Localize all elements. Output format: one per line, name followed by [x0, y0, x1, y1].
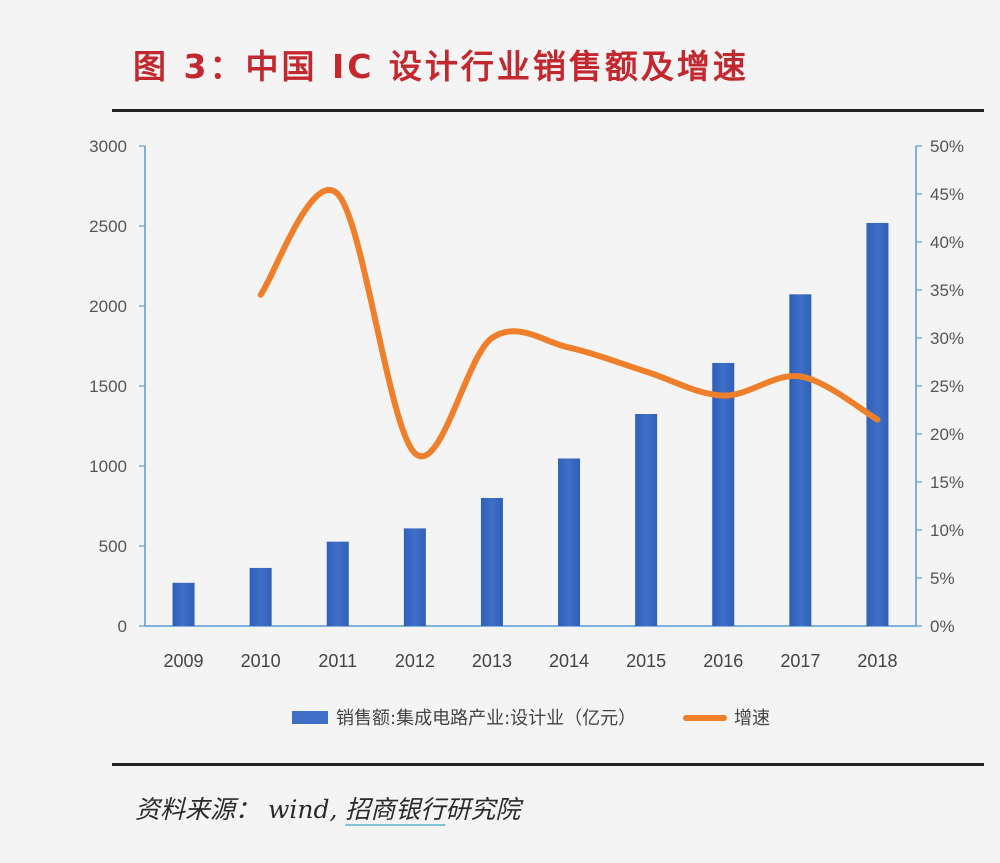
x-tick-label: 2009: [164, 651, 204, 671]
x-tick-label: 2018: [857, 651, 897, 671]
bar: [326, 541, 349, 626]
right-tick-label: 40%: [930, 233, 964, 252]
bottom-rule: [112, 763, 984, 766]
right-tick-label: 5%: [930, 569, 955, 588]
x-tick-label: 2010: [241, 651, 281, 671]
x-tick-label: 2016: [703, 651, 743, 671]
source-wind: wind,: [267, 795, 338, 824]
x-tick-label: 2011: [318, 651, 357, 671]
right-tick-label: 25%: [930, 377, 964, 396]
source-note: 资料来源： wind, 招商银行研究院: [135, 790, 520, 826]
x-tick-label: 2017: [780, 651, 820, 671]
x-tick-label: 2015: [626, 651, 666, 671]
bar: [249, 567, 272, 626]
right-tick-label: 10%: [930, 521, 964, 540]
right-tick-label: 50%: [930, 137, 964, 156]
left-tick-label: 2000: [89, 297, 127, 316]
right-tick-label: 15%: [930, 473, 964, 492]
bar: [172, 582, 195, 626]
x-tick-label: 2012: [395, 651, 435, 671]
left-tick-label: 2500: [89, 217, 127, 236]
bar: [480, 498, 503, 626]
bar: [558, 458, 581, 626]
left-tick-label: 1000: [89, 457, 127, 476]
legend-bar-label: 销售额:集成电路产业:设计业（亿元）: [336, 708, 636, 729]
legend-bar-swatch: [292, 711, 328, 724]
left-tick-label: 0: [118, 617, 127, 636]
right-tick-label: 0%: [930, 617, 955, 636]
source-suffix: 研究院: [445, 795, 521, 824]
bar: [866, 222, 889, 626]
right-tick-label: 20%: [930, 425, 964, 444]
bar: [712, 362, 735, 626]
left-tick-label: 500: [99, 537, 127, 556]
legend-line-label: 增速: [734, 708, 770, 729]
source-prefix: 资料来源：: [135, 795, 261, 824]
top-rule: [112, 109, 984, 112]
chart-title: 图 3：中国 IC 设计行业销售额及增速: [133, 47, 749, 86]
left-tick-label: 3000: [89, 137, 127, 156]
bar: [789, 294, 812, 626]
x-tick-label: 2014: [549, 651, 589, 671]
bar: [635, 414, 658, 626]
x-tick-label: 2013: [472, 651, 512, 671]
left-tick-label: 1500: [89, 377, 127, 396]
growth-line: [257, 187, 881, 460]
right-tick-label: 35%: [930, 281, 964, 300]
right-tick-label: 45%: [930, 185, 964, 204]
source-bank: 招商银行: [345, 795, 446, 824]
bar: [403, 528, 426, 626]
right-tick-label: 30%: [930, 329, 964, 348]
